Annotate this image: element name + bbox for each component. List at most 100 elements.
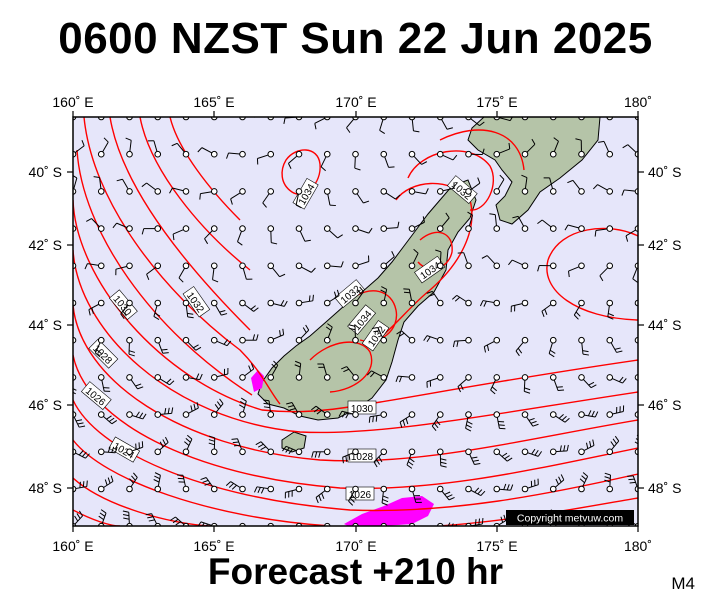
wind-barb-feather: [294, 360, 301, 364]
wind-barb-feather: [457, 386, 462, 393]
wind-barb-staff: [101, 117, 103, 118]
wind-barb-feather: [164, 407, 167, 415]
wind-barb-feather: [147, 516, 154, 519]
wind-barb-staff: [270, 525, 271, 526]
wind-barb-station: [323, 225, 331, 232]
wind-barb-feather: [614, 435, 620, 442]
wind-barb-station: [408, 448, 416, 456]
isobar-label: 1024: [108, 436, 141, 463]
wind-barb-feather: [395, 194, 401, 200]
wind-barb-station: [154, 299, 162, 307]
wind-barb-feather: [342, 457, 344, 464]
wind-barb-feather: [88, 309, 91, 316]
wind-barb-feather: [510, 484, 514, 491]
wind-barb-feather: [111, 420, 118, 425]
wind-barb-station: [549, 262, 557, 270]
wind-barb-feather: [573, 314, 579, 320]
wind-barb-feather: [58, 304, 59, 310]
wind-barb-feather: [231, 438, 238, 440]
wind-barb-station: [549, 485, 557, 493]
wind-barb-feather: [280, 300, 285, 306]
wind-barb-station: [493, 299, 501, 307]
wind-barb-station: [493, 485, 501, 493]
wind-barb-feather: [548, 353, 555, 358]
wind-barb-feather: [321, 493, 325, 499]
wind-barb-station: [521, 150, 529, 158]
wind-barb-feather: [254, 486, 258, 493]
wind-barb-feather: [370, 372, 375, 378]
wind-barb-staff: [384, 525, 385, 526]
wind-barb-feather: [446, 494, 453, 498]
wind-barb-station: [352, 448, 359, 456]
wind-barb-station: [578, 150, 585, 158]
wind-barb-feather: [139, 412, 144, 419]
wind-barb-feather: [423, 335, 428, 341]
wind-barb-station: [465, 448, 472, 456]
wind-barb-feather: [135, 411, 140, 418]
wind-barb-staff: [129, 117, 131, 118]
lon-label: 170˚ E: [335, 94, 376, 110]
wind-barb-station: [210, 225, 218, 232]
lat-label: 46˚ S: [648, 397, 681, 413]
wind-barb-feather: [248, 365, 252, 372]
wind-barb-feather: [263, 406, 270, 409]
wind-barb-station: [126, 374, 133, 381]
wind-barb-feather: [271, 242, 278, 245]
wind-barb-feather: [591, 410, 595, 417]
wind-barb-feather: [642, 405, 644, 411]
wind-barb-station: [493, 411, 501, 418]
wind-barb-feather: [99, 512, 106, 517]
wind-barb-feather: [129, 478, 134, 484]
wind-barbs: [58, 101, 644, 533]
wind-barb-feather: [221, 313, 228, 316]
wind-barb-feather: [425, 188, 429, 195]
wind-barb-feather: [282, 446, 287, 452]
wind-barb-feather: [467, 211, 473, 216]
wind-barb-station: [380, 299, 388, 307]
wind-barb-feather: [499, 174, 505, 180]
wind-barb-staff: [73, 227, 74, 229]
wind-barb-feather: [204, 238, 209, 245]
wind-barb-feather: [504, 455, 510, 460]
wind-barb-staff: [298, 525, 299, 526]
wind-barb-station: [182, 336, 190, 344]
wind-barb-feather: [445, 212, 450, 219]
wind-barb-feather: [185, 438, 191, 443]
wind-barb-feather: [608, 101, 613, 104]
wind-barb-station: [323, 336, 331, 344]
wind-barb-station: [295, 188, 303, 195]
wind-barb-feather: [345, 455, 348, 462]
wind-barb-station: [267, 262, 275, 270]
wind-barb-feather: [474, 462, 481, 465]
wind-barb-staff: [73, 303, 74, 304]
lat-label: 48˚ S: [29, 480, 62, 496]
wind-barb-feather: [616, 350, 623, 353]
wind-barb-station: [465, 336, 472, 344]
wind-barb-feather: [592, 439, 595, 446]
wind-barb-station: [465, 150, 472, 158]
wind-barb-feather: [420, 529, 425, 533]
wind-barb-feather: [405, 418, 409, 425]
wind-barb-feather: [501, 452, 508, 457]
wind-barb-station: [352, 374, 359, 381]
wind-barb-feather: [205, 523, 209, 526]
wind-barb-feather: [167, 407, 170, 414]
wind-barb-feather: [86, 480, 88, 487]
wind-barb-feather: [336, 289, 340, 296]
wind-barb-feather: [161, 348, 168, 351]
wind-barb-feather: [96, 349, 102, 354]
wind-barb-station: [239, 188, 246, 195]
wind-barb-station: [549, 188, 557, 195]
wind-barb-station: [380, 188, 388, 195]
wind-barb-feather: [141, 182, 147, 188]
wind-barb-station: [493, 448, 501, 456]
wind-barb-station: [182, 225, 190, 232]
wind-barb-feather: [302, 327, 307, 333]
wind-barb-feather: [146, 274, 150, 280]
wind-barb-feather: [171, 407, 174, 414]
wind-barb-feather: [348, 454, 351, 461]
wind-barb-feather: [253, 307, 259, 312]
wind-barb-station: [210, 188, 218, 195]
wind-barb-feather: [113, 106, 114, 112]
wind-barb-station: [549, 225, 557, 232]
